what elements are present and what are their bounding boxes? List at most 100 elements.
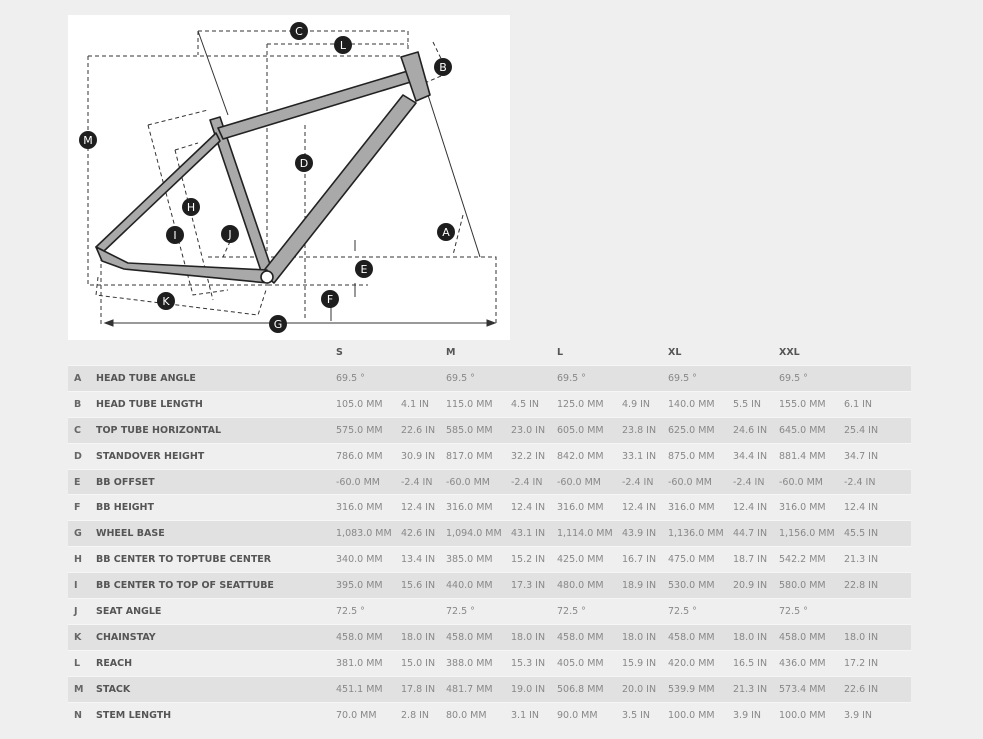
value-mm: 1,083.0 MM <box>336 528 392 540</box>
value-in: 18.7 IN <box>733 554 768 566</box>
value-in: 24.6 IN <box>733 424 768 436</box>
bike-frame-drawing: A B C D E F G H I J K L M <box>79 22 497 333</box>
value-in: 23.0 IN <box>511 424 546 436</box>
value-mm: 881.4 MM <box>779 450 826 462</box>
value-mm: 69.5 ° <box>446 373 475 384</box>
svg-text:C: C <box>295 25 303 38</box>
size-header-l: L <box>557 347 564 358</box>
value-mm: 100.0 MM <box>779 709 826 721</box>
value-mm: 80.0 MM <box>446 709 487 721</box>
svg-text:K: K <box>162 295 170 308</box>
value-mm: 625.0 MM <box>668 424 715 436</box>
value-mm: 70.0 MM <box>336 709 377 721</box>
value-in: 18.0 IN <box>622 631 657 643</box>
value-mm: 72.5 ° <box>779 606 808 618</box>
row-letter: L <box>74 657 81 669</box>
value-in: 22.8 IN <box>844 580 879 592</box>
row-name: BB OFFSET <box>96 476 155 488</box>
value-mm: 316.0 MM <box>779 502 826 514</box>
value-mm: 585.0 MM <box>446 424 493 436</box>
value-mm: 458.0 MM <box>446 631 493 643</box>
size-header-xxl: XXL <box>779 347 800 358</box>
value-mm: 100.0 MM <box>668 709 715 721</box>
value-in: 18.0 IN <box>511 631 546 643</box>
label-g: G <box>269 315 287 333</box>
dimension-labels: A B C D E F G H I J K L M <box>79 22 455 333</box>
label-e: E <box>355 260 373 278</box>
value-in: 4.1 IN <box>401 398 430 410</box>
row-name: HEAD TUBE ANGLE <box>96 373 196 384</box>
svg-text:F: F <box>327 293 333 306</box>
table-row: H BB CENTER TO TOPTUBE CENTER 340.0 MM 13.4… <box>68 546 911 572</box>
row-name: CHAINSTAY <box>96 631 156 643</box>
value-in: 12.4 IN <box>511 502 546 514</box>
value-in: 12.4 IN <box>733 502 768 514</box>
label-m: M <box>79 131 97 149</box>
value-in: 17.2 IN <box>844 657 879 669</box>
row-name: TOP TUBE HORIZONTAL <box>96 424 221 436</box>
svg-text:A: A <box>442 226 450 239</box>
frame-geometry-diagram: A B C D E F G H I J K L M <box>68 15 510 340</box>
value-mm: 155.0 MM <box>779 398 826 410</box>
row-name: STANDOVER HEIGHT <box>96 450 205 462</box>
value-mm: 1,094.0 MM <box>446 528 502 540</box>
value-mm: 458.0 MM <box>779 631 826 643</box>
table-row: F BB HEIGHT 316.0 MM 12.4 IN 316.0 MM 12.4 IN… <box>68 494 911 520</box>
value-in: 17.8 IN <box>401 683 436 695</box>
value-mm: -60.0 MM <box>446 476 490 488</box>
value-mm: 580.0 MM <box>779 580 826 592</box>
value-mm: 72.5 ° <box>557 606 586 618</box>
table-row: E BB OFFSET -60.0 MM -2.4 IN -60.0 MM -2.4 IN… <box>68 468 911 495</box>
value-mm: 842.0 MM <box>557 450 604 462</box>
value-mm: 72.5 ° <box>336 606 365 618</box>
value-in: 42.6 IN <box>401 528 436 540</box>
table-row: D STANDOVER HEIGHT 786.0 MM 30.9 IN 817.0 MM… <box>68 442 911 469</box>
value-mm: 395.0 MM <box>336 580 383 592</box>
label-i: I <box>166 226 184 244</box>
value-mm: 69.5 ° <box>336 373 365 384</box>
value-in: 15.2 IN <box>511 554 546 566</box>
row-letter: F <box>74 502 81 514</box>
value-in: 18.0 IN <box>401 631 436 643</box>
value-mm: 817.0 MM <box>446 450 493 462</box>
value-mm: 481.7 MM <box>446 683 493 695</box>
value-mm: 69.5 ° <box>557 373 586 384</box>
value-in: 44.7 IN <box>733 528 768 540</box>
table-row: I BB CENTER TO TOP OF SEATTUBE 395.0 MM 15.… <box>68 572 911 599</box>
row-letter: J <box>74 606 78 618</box>
value-in: 15.9 IN <box>622 657 657 669</box>
value-in: 19.0 IN <box>511 683 546 695</box>
value-mm: 530.0 MM <box>668 580 715 592</box>
value-mm: 875.0 MM <box>668 450 715 462</box>
value-mm: 316.0 MM <box>557 502 604 514</box>
table-row: N STEM LENGTH 70.0 MM 2.8 IN 80.0 MM 3.1 IN 90… <box>68 701 911 728</box>
value-mm: 506.8 MM <box>557 683 604 695</box>
table-row: A HEAD TUBE ANGLE 69.5 ° 69.5 ° 69.5 ° 69.5 °… <box>68 365 911 391</box>
value-in: 21.3 IN <box>733 683 768 695</box>
value-in: 18.0 IN <box>733 631 768 643</box>
value-in: 16.7 IN <box>622 554 657 566</box>
svg-text:I: I <box>173 229 176 242</box>
value-mm: 405.0 MM <box>557 657 604 669</box>
value-mm: 90.0 MM <box>557 709 598 721</box>
label-d: D <box>295 154 313 172</box>
value-in: 15.6 IN <box>401 580 436 592</box>
row-name: SEAT ANGLE <box>96 606 162 618</box>
row-name: BB CENTER TO TOPTUBE CENTER <box>96 554 272 566</box>
value-mm: 316.0 MM <box>336 502 383 514</box>
svg-text:M: M <box>83 134 93 147</box>
value-in: 15.0 IN <box>401 657 436 669</box>
value-mm: 542.2 MM <box>779 554 826 566</box>
value-in: 45.5 IN <box>844 528 879 540</box>
value-mm: 69.5 ° <box>668 373 697 384</box>
value-in: 34.4 IN <box>733 450 768 462</box>
value-mm: 69.5 ° <box>779 373 808 384</box>
table-row: K CHAINSTAY 458.0 MM 18.0 IN 458.0 MM 18.0 IN… <box>68 623 911 650</box>
value-mm: 458.0 MM <box>336 631 383 643</box>
value-in: 18.0 IN <box>844 631 879 643</box>
value-in: 12.4 IN <box>622 502 657 514</box>
row-letter: A <box>74 373 82 384</box>
label-l: L <box>334 36 352 54</box>
row-letter: C <box>74 424 81 436</box>
value-mm: 140.0 MM <box>668 398 715 410</box>
